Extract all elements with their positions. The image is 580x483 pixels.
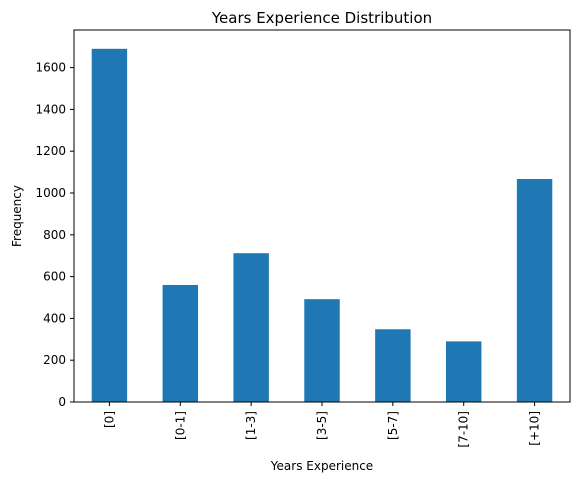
bar-4 (375, 329, 411, 402)
x-tick-label-3: [3-5] (315, 411, 329, 440)
x-tick-label-1: [0-1] (173, 411, 187, 440)
y-tick-label-2: 400 (43, 311, 66, 325)
x-tick-label-5: [7-10] (457, 411, 471, 448)
x-tick-label-4: [5-7] (386, 411, 400, 440)
bar-5 (446, 341, 482, 402)
x-tick-label-2: [1-3] (244, 411, 258, 440)
y-tick-label-5: 1000 (35, 186, 66, 200)
y-tick-label-6: 1200 (35, 144, 66, 158)
bar-6 (516, 179, 553, 402)
y-tick-label-0: 0 (58, 395, 66, 409)
y-tick-label-1: 200 (43, 353, 66, 367)
y-tick-label-8: 1600 (35, 61, 66, 75)
y-axis-label: Frequency (10, 185, 24, 247)
y-tick-label-7: 1400 (35, 102, 66, 116)
bar-1 (162, 284, 198, 402)
bar-3 (304, 299, 340, 402)
x-tick-label-0: [0] (102, 411, 116, 428)
bar-0 (91, 48, 128, 402)
y-tick-label-4: 800 (43, 228, 66, 242)
chart-title: Years Experience Distribution (211, 9, 432, 27)
bar-2 (233, 253, 269, 402)
x-axis: [0] [0-1] [1-3] [3-5] [5-7] [7-10] [+10] (102, 402, 542, 448)
x-axis-label: Years Experience (270, 459, 373, 473)
y-tick-label-3: 600 (43, 270, 66, 284)
x-tick-label-6: [+10] (528, 411, 542, 446)
bars-layer (91, 48, 553, 402)
plot-frame (73, 29, 571, 403)
y-axis: 0 200 400 600 800 1000 1200 1400 1600 (35, 61, 74, 409)
